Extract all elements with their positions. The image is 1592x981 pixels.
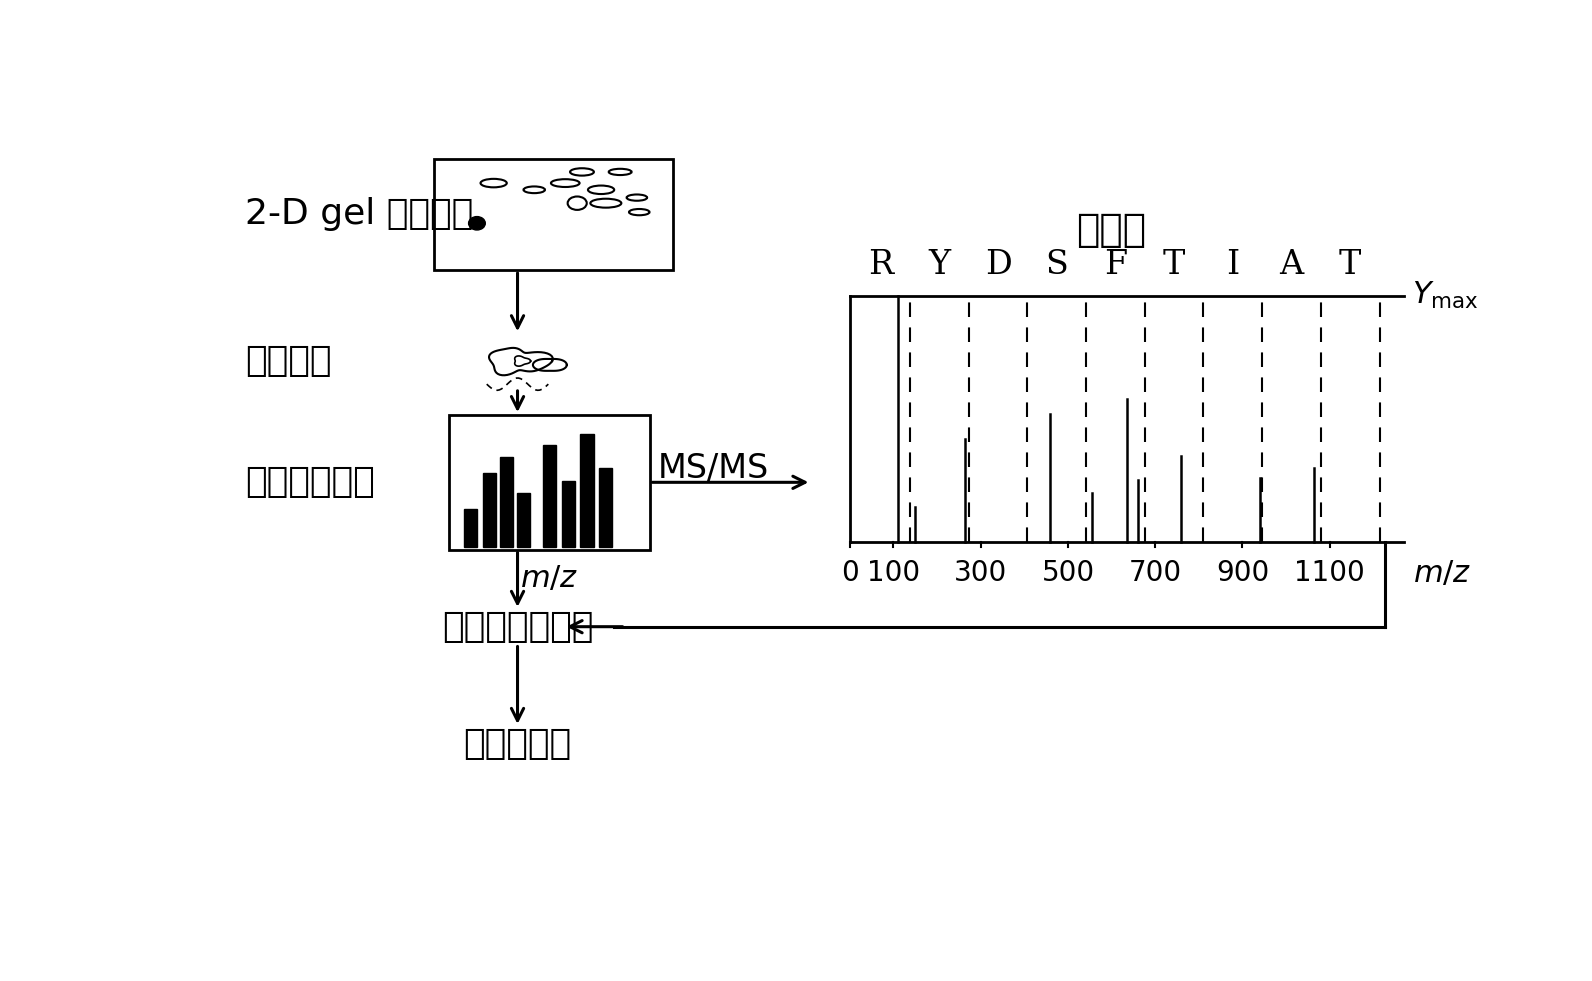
Ellipse shape bbox=[608, 169, 632, 175]
Text: 肽质量指纹谱: 肽质量指纹谱 bbox=[245, 465, 376, 499]
Text: A: A bbox=[1280, 249, 1304, 281]
Ellipse shape bbox=[524, 186, 544, 193]
Text: MS/MS: MS/MS bbox=[657, 452, 769, 485]
Text: 0: 0 bbox=[841, 559, 858, 587]
Bar bbox=[482, 473, 497, 547]
Ellipse shape bbox=[587, 185, 615, 194]
Text: Y: Y bbox=[928, 249, 950, 281]
Text: T: T bbox=[1339, 249, 1361, 281]
Bar bbox=[516, 493, 530, 547]
Text: 700: 700 bbox=[1129, 559, 1181, 587]
Ellipse shape bbox=[570, 169, 594, 176]
Text: T: T bbox=[1162, 249, 1186, 281]
Bar bbox=[435, 159, 673, 270]
Bar bbox=[449, 415, 650, 549]
Bar bbox=[581, 435, 594, 547]
Text: $Y_\mathrm{max}$: $Y_\mathrm{max}$ bbox=[1412, 280, 1479, 311]
Text: 1100: 1100 bbox=[1294, 559, 1364, 587]
Text: 100: 100 bbox=[868, 559, 920, 587]
Text: D: D bbox=[984, 249, 1011, 281]
Text: S: S bbox=[1046, 249, 1068, 281]
Ellipse shape bbox=[551, 180, 579, 187]
Ellipse shape bbox=[468, 217, 486, 230]
Text: 900: 900 bbox=[1216, 559, 1269, 587]
Text: $m/z$: $m/z$ bbox=[1414, 559, 1473, 588]
Text: 蛋白质鉴定: 蛋白质鉴定 bbox=[463, 727, 572, 760]
Text: 肽序列: 肽序列 bbox=[1076, 211, 1146, 249]
Text: 300: 300 bbox=[954, 559, 1008, 587]
Bar bbox=[500, 457, 513, 547]
Text: 2-D gel 切蛋白点: 2-D gel 切蛋白点 bbox=[245, 197, 473, 232]
Bar bbox=[543, 444, 556, 547]
Text: 500: 500 bbox=[1041, 559, 1095, 587]
Ellipse shape bbox=[627, 194, 646, 201]
Ellipse shape bbox=[481, 179, 506, 187]
Text: $m/z$: $m/z$ bbox=[521, 563, 579, 593]
Ellipse shape bbox=[629, 209, 650, 215]
Bar bbox=[562, 481, 575, 547]
Text: 肽混合物: 肽混合物 bbox=[245, 344, 331, 378]
Text: F: F bbox=[1103, 249, 1127, 281]
Text: R: R bbox=[868, 249, 893, 281]
Text: I: I bbox=[1226, 249, 1240, 281]
Ellipse shape bbox=[568, 196, 587, 210]
Bar bbox=[463, 509, 478, 547]
Ellipse shape bbox=[591, 199, 621, 208]
Text: 蛋白质数据检索: 蛋白质数据检索 bbox=[443, 609, 594, 644]
Bar bbox=[599, 468, 613, 547]
Polygon shape bbox=[514, 356, 530, 366]
